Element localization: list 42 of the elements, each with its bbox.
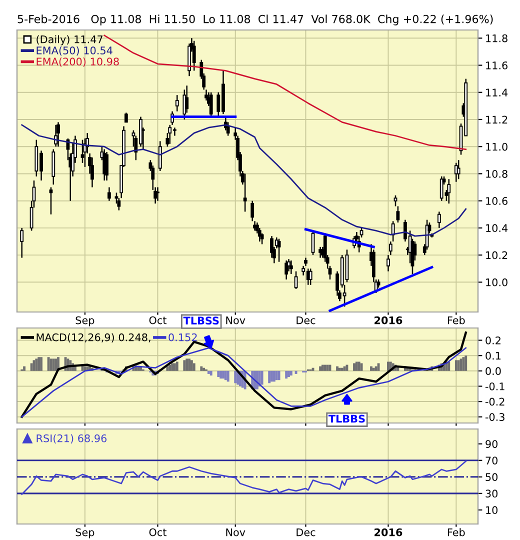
legend-label: RSI(21) 68.96 xyxy=(36,434,107,444)
legend-label: (Daily) 11.47 xyxy=(36,35,102,46)
x-tick-label: Oct xyxy=(149,316,166,324)
x-tick-label: Dec xyxy=(296,316,316,324)
y-tick-label: 11.0 xyxy=(486,142,508,151)
x-tick-label: 2016 xyxy=(374,316,402,324)
y-tick-label: 0.2 xyxy=(486,336,500,344)
y-tick-label: 11.2 xyxy=(486,116,508,124)
x-tick-label: Sep xyxy=(76,316,94,326)
y-tick-label: 0.1 xyxy=(486,352,501,360)
y-tick-label: 50 xyxy=(486,473,498,482)
x-tick-label: 2016 xyxy=(374,528,402,536)
legend-label: MACD(12,26,9) 0.248, xyxy=(36,333,150,342)
x-tick-label: Oct xyxy=(149,528,166,536)
y-tick-label: 10.4 xyxy=(486,224,508,232)
y-tick-label: 11.6 xyxy=(486,61,508,70)
y-tick-label: -0.2 xyxy=(485,398,504,406)
legend-label: EMA(200) 10.98 xyxy=(36,57,119,67)
y-tick-label: 11.4 xyxy=(486,88,508,96)
x-tick-label: Sep xyxy=(76,528,94,538)
y-tick-label: 10.0 xyxy=(486,278,508,286)
annotation: TLBSS xyxy=(183,316,219,325)
y-tick-label: 10.2 xyxy=(486,251,508,260)
y-tick-label: -0.3 xyxy=(485,413,504,421)
x-tick-label: Nov xyxy=(226,528,246,536)
x-tick-label: Feb xyxy=(448,528,465,536)
legend-label: EMA(50) 10.54 xyxy=(36,46,112,56)
y-tick-label: 70 xyxy=(486,456,498,464)
y-tick-label: -0.1 xyxy=(485,382,504,390)
y-tick-label: 0.0 xyxy=(486,367,501,376)
y-tick-label: 10.6 xyxy=(486,197,508,205)
y-tick-label: 10.8 xyxy=(486,170,508,178)
x-tick-label: Feb xyxy=(448,316,465,324)
y-tick-label: 11.8 xyxy=(486,34,508,42)
y-tick-label: 10 xyxy=(486,506,498,514)
y-tick-label: 30 xyxy=(486,490,498,498)
legend-label: 0.152 xyxy=(168,333,197,342)
y-tick-label: 90 xyxy=(486,440,498,448)
x-tick-label: Nov xyxy=(226,316,246,324)
x-tick-label: Dec xyxy=(296,528,316,536)
annotation: TLBBS xyxy=(328,414,365,423)
chart-subtitle: 5-Feb-2016 Op 11.08 Hi 11.50 Lo 11.08 Cl 11.47 Vol 768.0K Chg +0.22 (+1.96%) xyxy=(18,14,493,26)
